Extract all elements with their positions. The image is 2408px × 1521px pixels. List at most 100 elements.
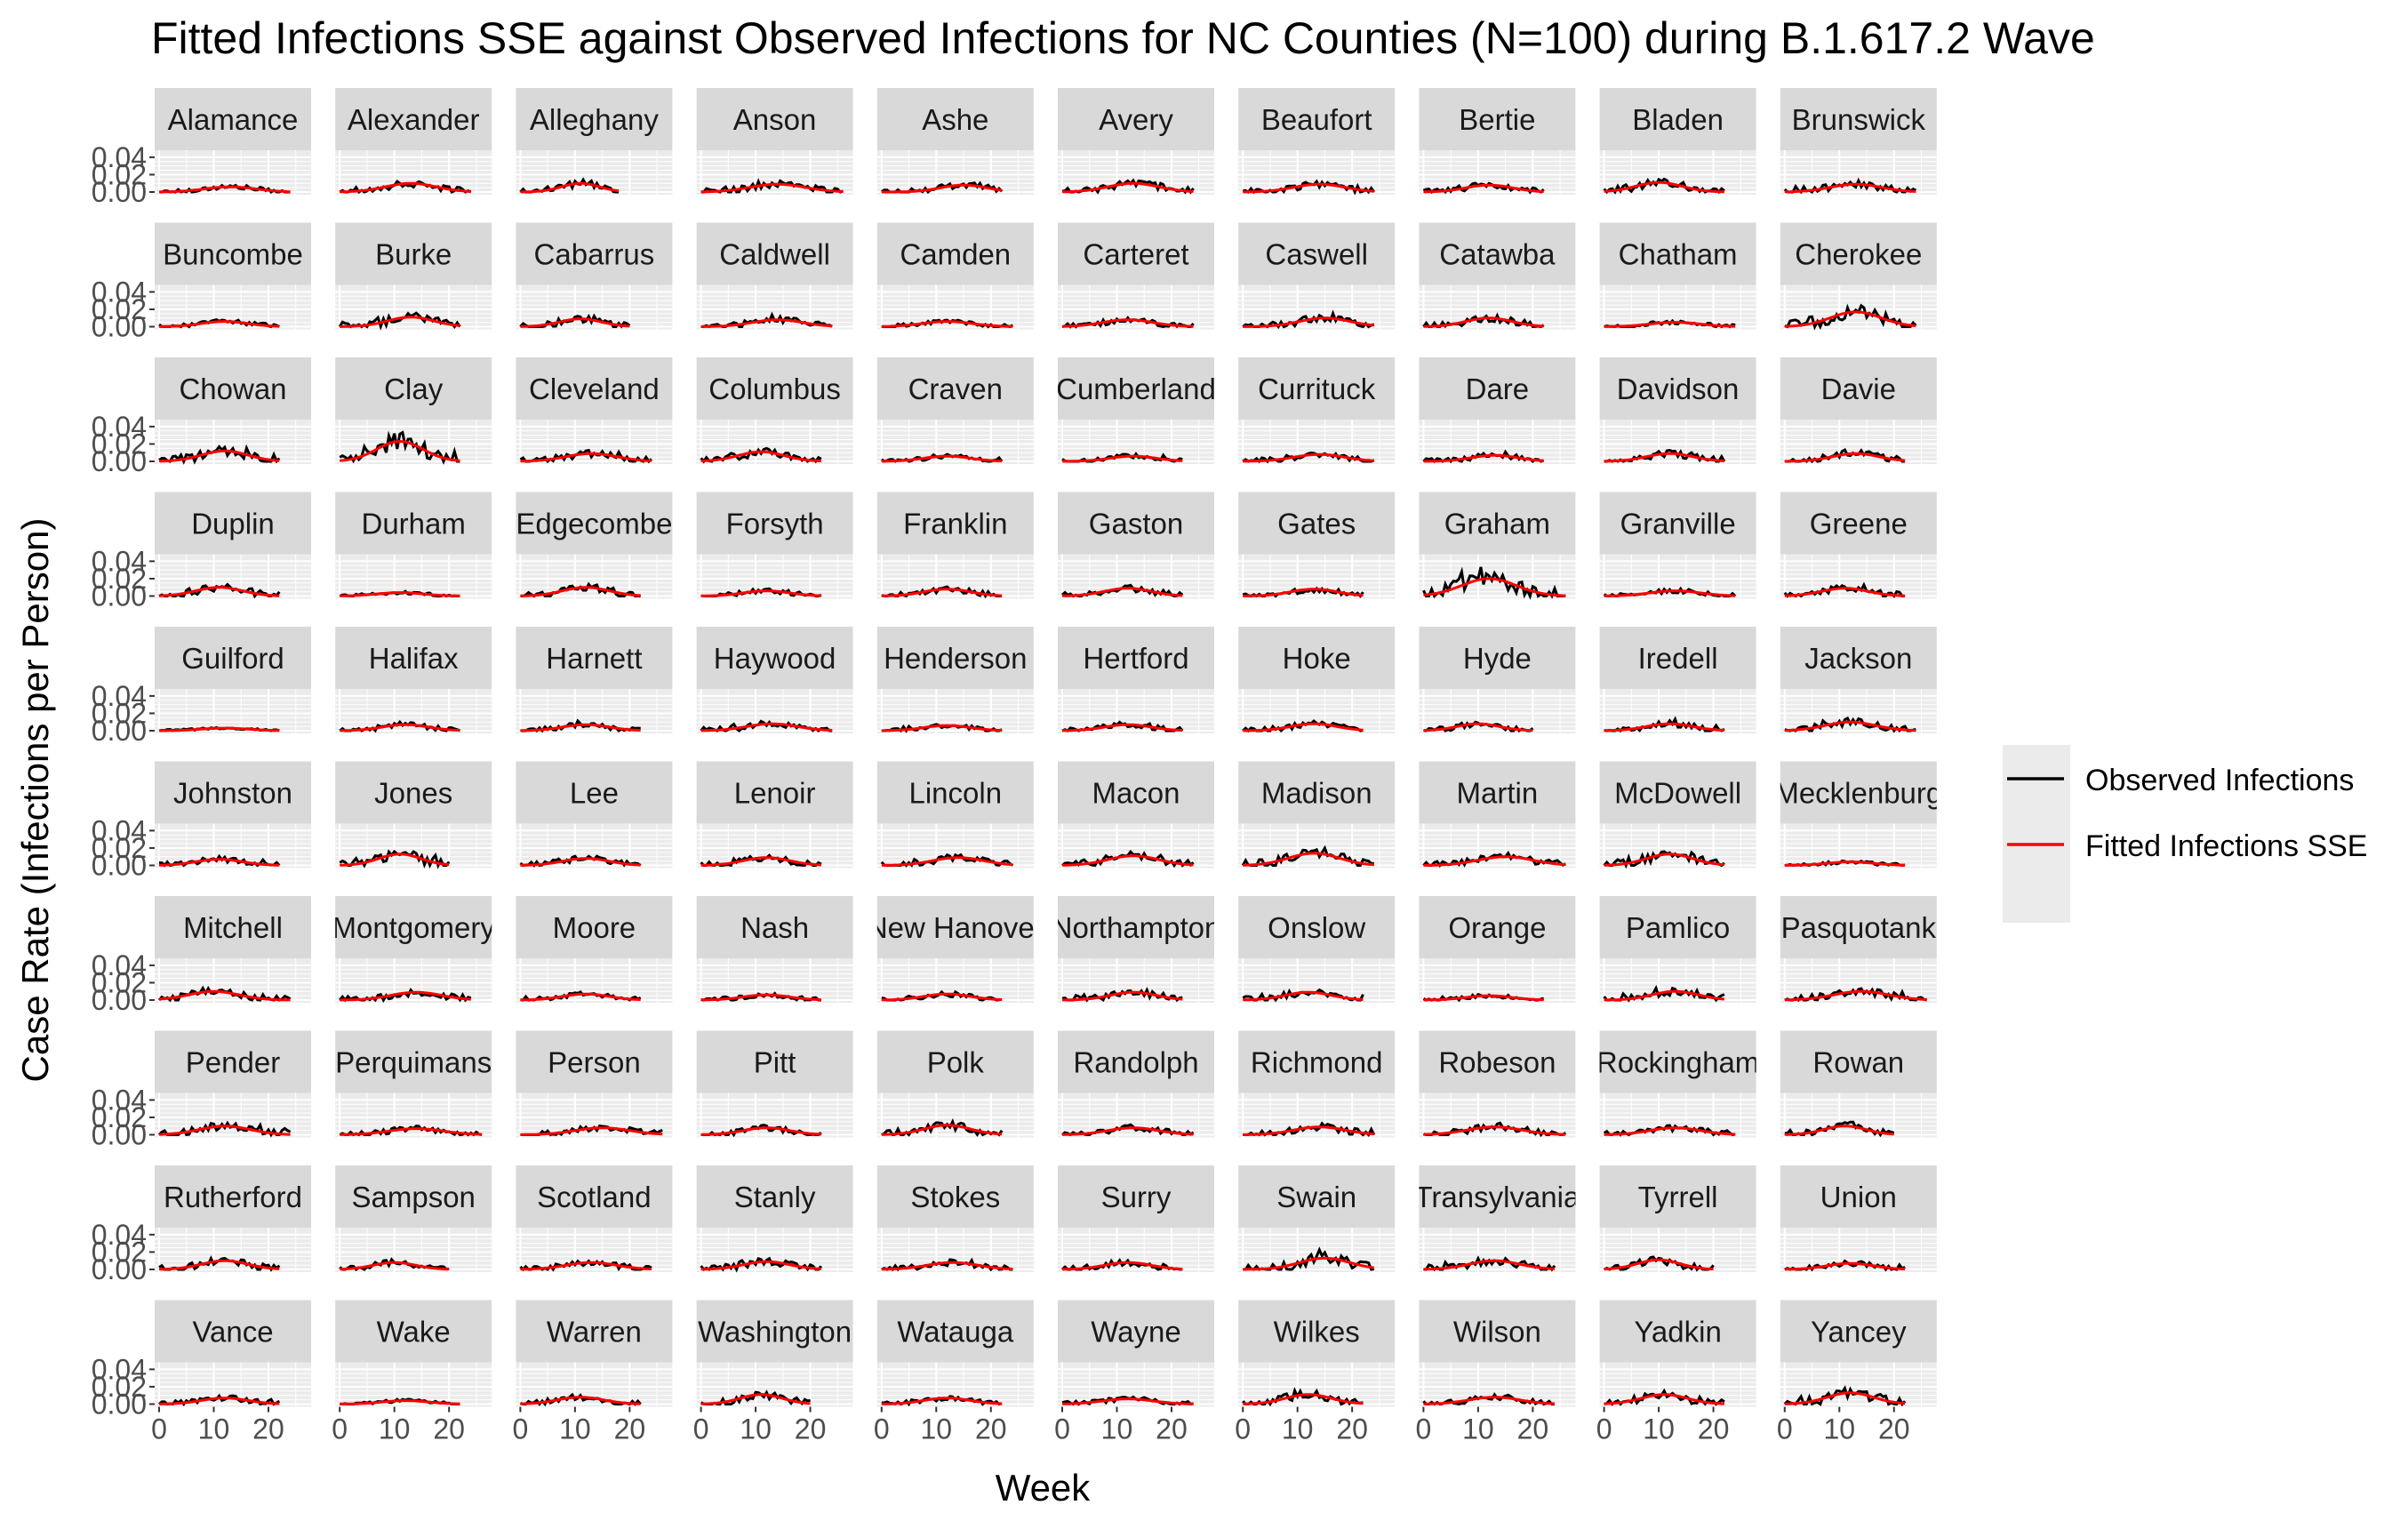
- series-fitted-line: [520, 317, 630, 328]
- facet-label: Nash: [740, 911, 809, 944]
- facet-strip: [335, 761, 492, 824]
- series-observed-line: [519, 448, 652, 464]
- series-fitted-line: [881, 588, 1003, 597]
- series-fitted-line: [1604, 722, 1724, 732]
- facet-cabarrus: Cabarrus: [516, 222, 673, 330]
- facet-strip: [516, 357, 673, 420]
- facet-strip: [1419, 357, 1576, 420]
- y-tick-label: 0.00: [92, 1119, 147, 1151]
- facet-label: Beaufort: [1261, 103, 1372, 136]
- x-tick-label: 0: [1777, 1413, 1793, 1445]
- series-fitted-line: [1784, 452, 1906, 463]
- facet-strip: [876, 222, 1034, 285]
- x-tick-label: 10: [1282, 1413, 1314, 1445]
- facet-label: Cabarrus: [534, 238, 655, 271]
- series-fitted-line: [1243, 182, 1374, 194]
- facet-strip: [155, 357, 311, 420]
- facet-wilkes: Wilkes 0 10 20: [1235, 1300, 1396, 1445]
- facet-buncombe: Buncombe 0.000.020.04: [92, 222, 311, 343]
- facet-harnett: Harnett: [516, 627, 673, 733]
- facet-yadkin: Yadkin 0 10 20: [1596, 1300, 1756, 1445]
- series-fitted-line: [1784, 989, 1927, 1002]
- series-fitted-line: [340, 1261, 450, 1271]
- series-fitted-line: [700, 450, 821, 463]
- facet-richmond: Richmond: [1238, 1030, 1396, 1138]
- y-tick-label: 0.00: [92, 1389, 147, 1421]
- facet-label: Madison: [1261, 777, 1372, 810]
- facet-transylvania: Transylvania: [1419, 1165, 1576, 1272]
- facet-vance: Vance 0.000.020.040 10 20: [92, 1300, 311, 1445]
- y-tick-label: 0.00: [92, 984, 147, 1016]
- facet-label: Edgecombe: [516, 508, 672, 540]
- facet-strip: [1780, 222, 1937, 285]
- series-fitted-line: [700, 318, 833, 328]
- facet-mecklenburg: Mecklenburg: [1780, 761, 1937, 869]
- series-fitted-line: [1784, 720, 1916, 732]
- series-fitted-line: [1243, 452, 1374, 463]
- facet-watauga: Watauga 0 10 20: [874, 1300, 1034, 1445]
- x-tick-label: 0: [513, 1413, 529, 1445]
- facet-label: Union: [1820, 1181, 1897, 1213]
- facet-strip: [696, 222, 853, 285]
- facet-strip: [335, 1030, 492, 1093]
- facet-perquimans: Perquimans: [335, 1030, 492, 1138]
- series-fitted-line: [1423, 1396, 1556, 1405]
- facet-strip: [516, 627, 673, 689]
- x-tick-label: 10: [1643, 1413, 1675, 1445]
- facet-label: Forsyth: [726, 508, 824, 540]
- facet-label: Craven: [908, 372, 1003, 405]
- facet-strip: [1780, 1165, 1937, 1228]
- y-tick-label: 0.02: [92, 158, 147, 190]
- facet-bladen: Bladen: [1599, 88, 1756, 195]
- facet-strip: [335, 896, 492, 958]
- y-tick-label: 0.00: [92, 715, 147, 747]
- facet-rowan: Rowan: [1780, 1030, 1937, 1138]
- facet-label: Chowan: [179, 372, 286, 405]
- facet-label: Wilkes: [1274, 1316, 1360, 1349]
- x-tick-label: 20: [614, 1413, 646, 1445]
- facet-label: Vance: [192, 1316, 273, 1349]
- facet-strip: [1599, 222, 1756, 285]
- series-fitted-line: [1061, 1397, 1194, 1405]
- series-fitted-line: [158, 989, 291, 1002]
- series-fitted-line: [1061, 854, 1194, 867]
- facet-washington: Washington 0 10 20: [693, 1300, 853, 1445]
- series-fitted-line: [1062, 990, 1183, 1002]
- series-fitted-line: [1062, 181, 1194, 194]
- facet-label: Lee: [570, 777, 619, 810]
- x-tick-label: 0: [332, 1413, 348, 1445]
- facet-label: Johnston: [173, 777, 292, 810]
- series-fitted-line: [1243, 1256, 1374, 1271]
- facet-halifax: Halifax: [335, 627, 492, 733]
- x-tick-label: 0: [1416, 1413, 1432, 1445]
- series-fitted-line: [1423, 577, 1566, 597]
- facet-strip: [1780, 1300, 1937, 1363]
- series-observed-line: [1061, 316, 1195, 329]
- facet-hoke: Hoke: [1238, 627, 1396, 733]
- facet-pasquotank: Pasquotank: [1780, 896, 1937, 1003]
- facet-strip: [1599, 1300, 1756, 1363]
- facet-strip: [516, 896, 673, 958]
- facet-label: New Hanover: [867, 911, 1044, 944]
- facet-label: Jackson: [1804, 642, 1912, 675]
- series-observed-line: [700, 178, 844, 194]
- facet-wayne: Wayne 0 10 20: [1054, 1300, 1214, 1445]
- legend-key-background: [2003, 745, 2070, 923]
- facet-strip: [155, 1165, 311, 1228]
- facet-strip: [1419, 1030, 1576, 1093]
- facet-strip: [1419, 761, 1576, 824]
- y-tick-label: 0.04: [92, 949, 147, 981]
- series-fitted-line: [881, 1124, 1003, 1136]
- facet-chowan: Chowan 0.000.020.04: [92, 357, 311, 477]
- x-tick-label: 0: [151, 1413, 167, 1445]
- facet-strip: [696, 492, 853, 555]
- x-tick-label: 0: [1235, 1413, 1251, 1445]
- series-fitted-line: [1423, 316, 1544, 328]
- series-fitted-line: [1243, 588, 1364, 597]
- facet-greene: Greene: [1780, 492, 1937, 599]
- facet-gaston: Gaston: [1058, 492, 1214, 599]
- series-fitted-line: [881, 320, 1013, 328]
- facet-strip: [1599, 492, 1756, 555]
- series-fitted-line: [1243, 1393, 1364, 1405]
